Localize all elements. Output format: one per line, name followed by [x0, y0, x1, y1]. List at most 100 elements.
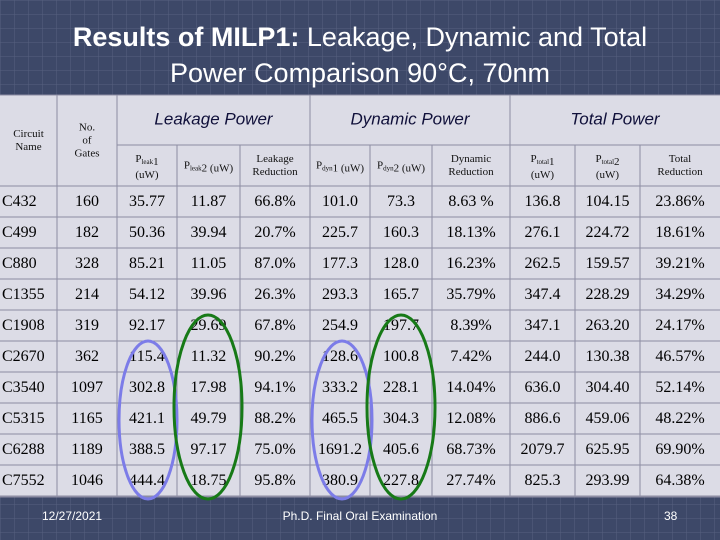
- gates-header: No. of Gates: [74, 121, 99, 159]
- table-cell: 130.38: [586, 348, 630, 365]
- table-cell: 405.6: [383, 441, 419, 458]
- table-cell: 48.22%: [655, 410, 704, 427]
- table-cell: 2079.7: [521, 441, 565, 458]
- table-cell: 39.21%: [655, 255, 704, 272]
- table-cell: 92.17: [129, 317, 165, 334]
- subheader-text: 1: [153, 156, 159, 168]
- table-cell: 69.90%: [655, 441, 704, 458]
- table-cell: 11.05: [191, 255, 226, 272]
- subheader-text: P: [530, 153, 536, 165]
- table-cell: 380.9: [322, 472, 358, 489]
- subheader-text: P: [316, 159, 322, 171]
- table-cell: 18.75: [191, 472, 227, 489]
- table-cell: 263.20: [586, 317, 630, 334]
- table-cell: 64.38%: [655, 472, 704, 489]
- circuit-name: C3540: [2, 379, 45, 396]
- table-cell: 11.32: [191, 348, 226, 365]
- table-cell: 14.04%: [446, 379, 495, 396]
- group-header: Leakage Power: [154, 109, 273, 128]
- circuit-name: C1908: [2, 317, 45, 334]
- table-cell: 228.29: [586, 286, 630, 303]
- footer-center: Ph.D. Final Oral Examination: [282, 509, 438, 523]
- table-cell: 39.94: [191, 224, 227, 241]
- table-cell: 227.8: [383, 472, 419, 489]
- circuit-name: C6288: [2, 441, 45, 458]
- table-cell: 18.61%: [655, 224, 704, 241]
- table-cell: 87.0%: [254, 255, 295, 272]
- table-cell: 90.2%: [254, 348, 295, 365]
- gates-header-line: Gates: [74, 147, 99, 159]
- table-cell: 104.15: [586, 193, 630, 210]
- table-cell: 128.0: [383, 255, 419, 272]
- table-cell: 886.6: [525, 410, 561, 427]
- table-cell: 49.79: [191, 410, 227, 427]
- subheader: Dynamic Reduction: [448, 153, 494, 178]
- table-cell: 304.3: [383, 410, 419, 427]
- circuit-header-line: Name: [15, 141, 41, 153]
- table-cell: 97.17: [191, 441, 227, 458]
- subheader-text: 1: [549, 156, 555, 168]
- subheader-text: (uW): [531, 169, 555, 181]
- table-cell: 23.86%: [655, 193, 704, 210]
- page-number: 38: [664, 509, 678, 523]
- table-cell: 54.12: [129, 286, 165, 303]
- subheader: Pleak2 (uW): [184, 159, 234, 174]
- circuit-name: C1355: [2, 286, 45, 303]
- subheader-text: 2 (uW): [394, 162, 426, 174]
- table-cell: 293.3: [322, 286, 358, 303]
- table-cell: 128.6: [322, 348, 358, 365]
- table-cell: 8.63 %: [448, 193, 493, 210]
- subheader: Pdyn1 (uW): [316, 159, 364, 174]
- table-cell: 34.29%: [655, 286, 704, 303]
- table-cell: 66.8%: [254, 193, 295, 210]
- table-cell: 262.5: [525, 255, 561, 272]
- table-cell: 12.08%: [446, 410, 495, 427]
- subheader-text: Reduction: [252, 166, 298, 178]
- table-cell: 85.21: [129, 255, 165, 272]
- title-bold: Results of MILP1:: [72, 22, 300, 52]
- table-cell: 444.4: [129, 472, 165, 489]
- highlight-ellipse: [310, 339, 374, 501]
- subheader-text: P: [595, 153, 601, 165]
- table-cell: 459.06: [586, 410, 630, 427]
- table-cell: 27.74%: [446, 472, 495, 489]
- subheader-subscript: leak: [190, 164, 202, 172]
- subheader-text: 2: [614, 156, 620, 168]
- table-cell: 160.3: [383, 224, 419, 241]
- table-cell: 224.72: [586, 224, 630, 241]
- table-cell: 228.1: [383, 379, 419, 396]
- circuit-name: C880: [2, 255, 37, 272]
- table-cell: 136.8: [525, 193, 561, 210]
- table-cell: 46.57%: [655, 348, 704, 365]
- title-line-2: Power Comparison 90°C, 70nm: [170, 58, 550, 88]
- subheader-text: (uW): [135, 169, 159, 181]
- subheader-text: P: [377, 159, 383, 171]
- table-cell: 1046: [71, 472, 103, 489]
- subheader: Pleak1 (uW): [135, 153, 159, 181]
- table-cell: 362: [75, 348, 99, 365]
- subheader: Leakage Reduction: [252, 153, 298, 178]
- gates-header-line: No.: [79, 121, 95, 133]
- table-cell: 68.73%: [446, 441, 495, 458]
- table-cell: 18.13%: [446, 224, 495, 241]
- subheader-text: Leakage: [256, 153, 293, 165]
- subheader-subscript: total: [537, 158, 549, 166]
- title-line-1: Results of MILP1: Leakage, Dynamic and T…: [0, 22, 720, 53]
- table-cell: 94.1%: [254, 379, 295, 396]
- table-cell: 825.3: [525, 472, 561, 489]
- subheader-text: P: [184, 159, 190, 171]
- table-cell: 347.4: [525, 286, 561, 303]
- table-cell: 302.8: [129, 379, 165, 396]
- subheader-text: Total: [669, 153, 691, 165]
- table-cell: 50.36: [129, 224, 165, 241]
- table-cell: 388.5: [129, 441, 165, 458]
- table-cell: 1691.2: [318, 441, 362, 458]
- table-cell: 101.0: [322, 193, 358, 210]
- table-cell: 95.8%: [254, 472, 295, 489]
- subheader-text: Dynamic: [451, 153, 491, 165]
- table-cell: 39.96: [191, 286, 227, 303]
- table-cell: 1097: [71, 379, 103, 396]
- title-rest: Leakage, Dynamic and Total: [299, 22, 648, 52]
- gates-header-line: of: [82, 134, 92, 146]
- table-cell: 328: [75, 255, 99, 272]
